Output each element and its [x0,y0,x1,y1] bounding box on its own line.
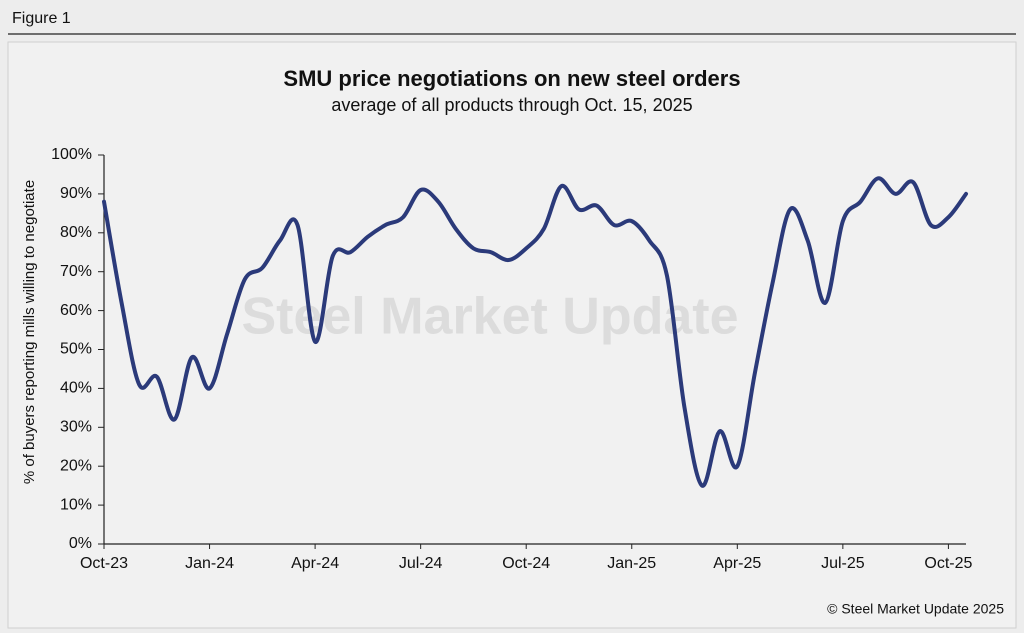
x-tick-label: Jan-24 [185,555,234,572]
y-tick-label: 40% [60,380,92,397]
x-tick-label: Oct-24 [502,555,550,572]
y-tick-label: 100% [51,146,92,163]
y-tick-label: 30% [60,419,92,436]
x-tick-label: Jan-25 [607,555,656,572]
y-tick-label: 0% [69,535,92,552]
figure-label: Figure 1 [12,10,71,27]
x-tick-label: Jul-25 [821,555,865,572]
x-tick-label: Oct-25 [924,555,972,572]
y-tick-label: 80% [60,224,92,241]
x-tick-label: Apr-24 [291,555,339,572]
y-tick-label: 10% [60,496,92,513]
x-tick-label: Apr-25 [713,555,761,572]
panel [7,41,1017,629]
chart-title: SMU price negotiations on new steel orde… [283,66,740,91]
y-tick-label: 60% [60,302,92,319]
chart-subtitle: average of all products through Oct. 15,… [331,95,692,115]
watermark: Steel Market Update [241,288,738,346]
x-tick-label: Jul-24 [399,555,443,572]
y-tick-label: 70% [60,263,92,280]
y-tick-label: 50% [60,341,92,358]
x-tick-label: Oct-23 [80,555,128,572]
y-axis-label: % of buyers reporting mills willing to n… [21,180,38,484]
y-tick-label: 20% [60,457,92,474]
data-line [102,176,968,488]
credit: © Steel Market Update 2025 [827,601,1004,617]
y-tick-label: 90% [60,185,92,202]
